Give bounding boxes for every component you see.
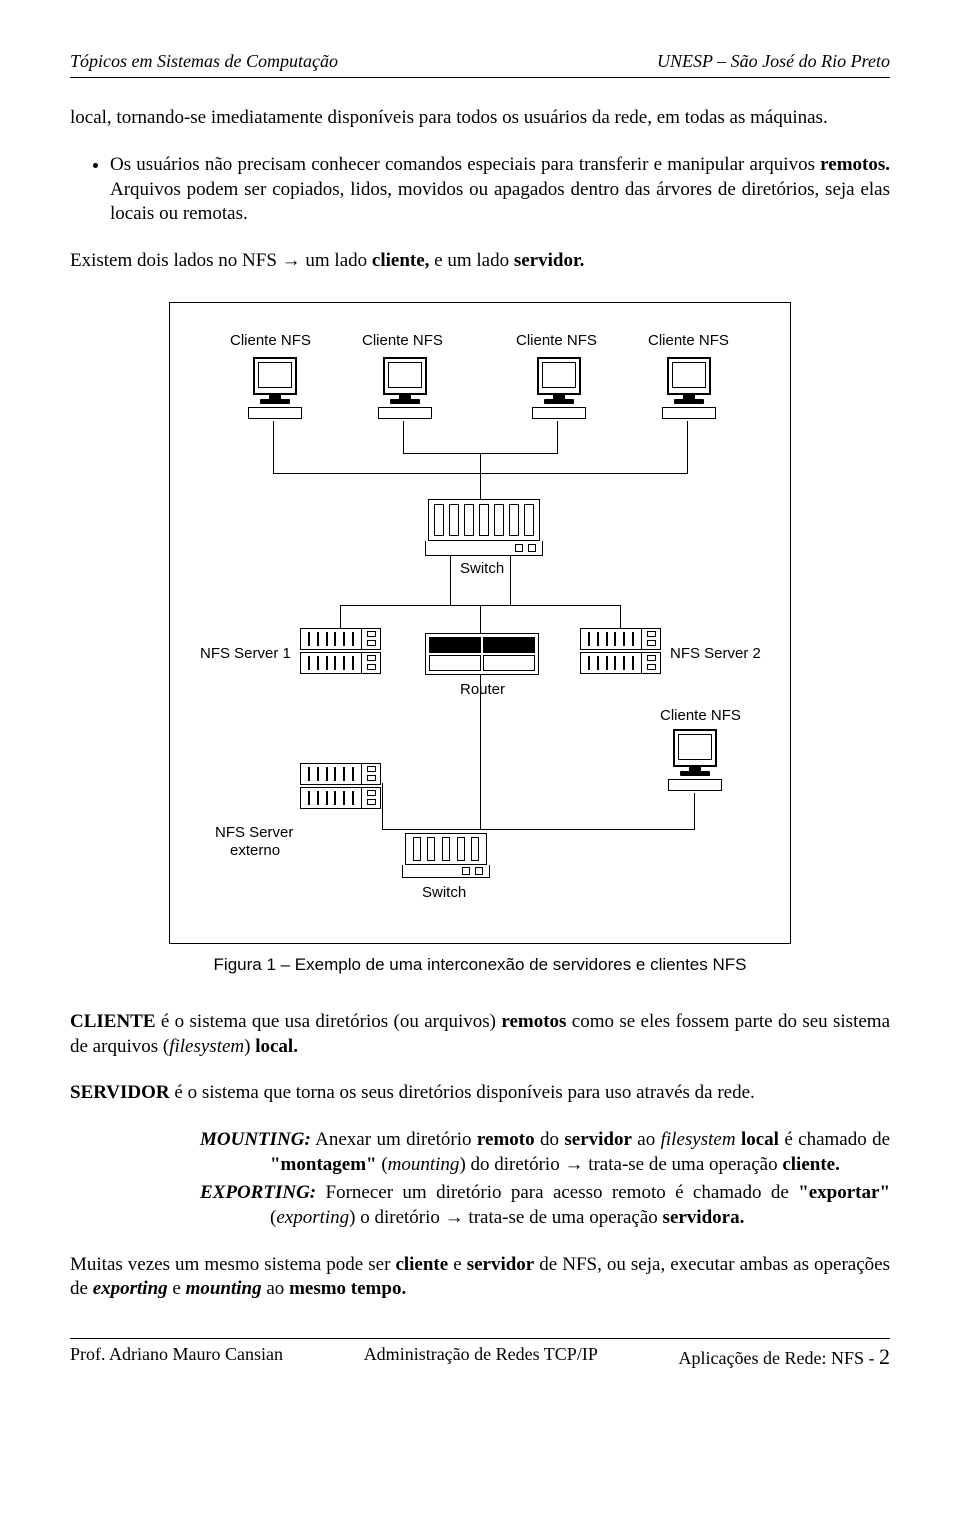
label-client: Cliente NFS xyxy=(516,331,597,351)
server-icon xyxy=(580,628,661,674)
server-icon xyxy=(300,763,381,809)
switch-icon xyxy=(402,833,490,878)
paragraph-final: Muitas vezes um mesmo sistema pode ser c… xyxy=(70,1253,890,1302)
label-client: Cliente NFS xyxy=(230,331,311,351)
pc-icon xyxy=(668,729,722,791)
document-page: Tópicos em Sistemas de Computação UNESP … xyxy=(0,0,960,1402)
footer-left: Prof. Adriano Mauro Cansian xyxy=(70,1343,283,1372)
label-switch: Switch xyxy=(460,559,504,579)
pc-icon xyxy=(662,357,716,419)
paragraph-sides: Existem dois lados no NFS → um lado clie… xyxy=(70,249,890,274)
router-icon xyxy=(425,633,539,675)
label-server: NFS Server 1 xyxy=(200,644,291,664)
header-rule xyxy=(70,77,890,78)
label-client: Cliente NFS xyxy=(648,331,729,351)
footer-rule xyxy=(70,1338,890,1339)
page-header: Tópicos em Sistemas de Computação UNESP … xyxy=(70,50,890,73)
def-exporting: EXPORTING: Fornecer um diretório para ac… xyxy=(70,1181,890,1230)
switch-icon xyxy=(425,499,543,556)
nfs-topology-diagram: Cliente NFS Cliente NFS Cliente NFS Clie… xyxy=(169,302,791,944)
page-footer: Prof. Adriano Mauro Cansian Administraçã… xyxy=(70,1343,890,1372)
footer-right: Aplicações de Rede: NFS - 2 xyxy=(679,1343,890,1372)
footer-center: Administração de Redes TCP/IP xyxy=(364,1343,598,1372)
list-item: Os usuários não precisam conhecer comand… xyxy=(110,153,890,227)
figure-container: Cliente NFS Cliente NFS Cliente NFS Clie… xyxy=(70,302,890,944)
server-icon xyxy=(300,628,381,674)
pc-icon xyxy=(532,357,586,419)
header-left: Tópicos em Sistemas de Computação xyxy=(70,50,338,73)
pc-icon xyxy=(378,357,432,419)
label-switch: Switch xyxy=(422,883,466,903)
def-mounting: MOUNTING: Anexar um diretório remoto do … xyxy=(70,1128,890,1177)
arrow-icon: → xyxy=(282,250,301,271)
pc-icon xyxy=(248,357,302,419)
label-router: Router xyxy=(460,680,505,700)
label-server-ext1: NFS Server xyxy=(215,823,293,843)
bullet-list: Os usuários não precisam conhecer comand… xyxy=(70,153,890,227)
label-server: NFS Server 2 xyxy=(670,644,761,664)
paragraph-cliente: CLIENTE é o sistema que usa diretórios (… xyxy=(70,1010,890,1059)
header-right: UNESP – São José do Rio Preto xyxy=(657,50,890,73)
arrow-icon: → xyxy=(445,1207,464,1228)
label-client: Cliente NFS xyxy=(660,706,741,726)
label-server-ext2: externo xyxy=(230,841,280,861)
label-client: Cliente NFS xyxy=(362,331,443,351)
figure-caption: Figura 1 – Exemplo de uma interconexão d… xyxy=(70,954,890,976)
arrow-icon: → xyxy=(564,1154,583,1175)
paragraph-intro: local, tornando-se imediatamente disponí… xyxy=(70,106,890,131)
paragraph-servidor: SERVIDOR é o sistema que torna os seus d… xyxy=(70,1081,890,1106)
